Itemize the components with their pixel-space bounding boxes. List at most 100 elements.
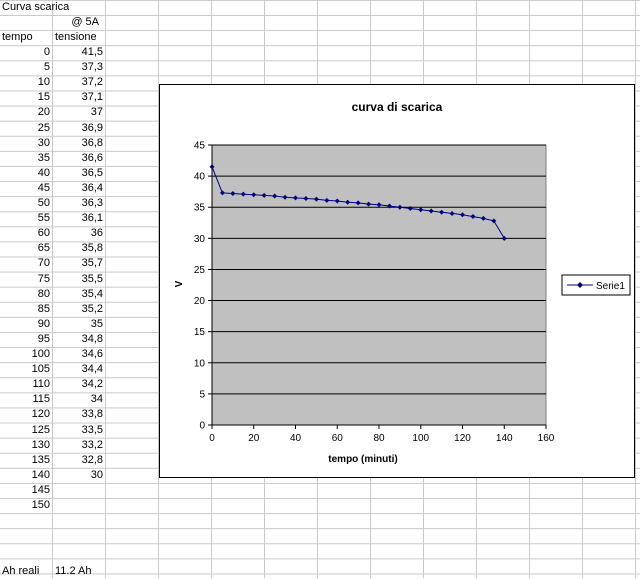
- voltage-cell[interactable]: 33,8: [81, 408, 103, 421]
- time-cell[interactable]: 140: [31, 468, 50, 481]
- time-cell[interactable]: 65: [37, 242, 50, 255]
- voltage-cell[interactable]: 34,4: [81, 363, 103, 376]
- voltage-cell[interactable]: 37: [90, 106, 103, 119]
- time-cell[interactable]: 70: [37, 257, 50, 270]
- time-cell[interactable]: 20: [37, 106, 50, 119]
- sheet-title[interactable]: Curva scarica: [2, 1, 70, 13]
- chart-object[interactable]: curva di scarica 0 5 10 15 20 25 30 35 40 45 0 20 40…: [159, 84, 635, 478]
- voltage-cell[interactable]: 35,4: [81, 287, 103, 300]
- voltage-cell[interactable]: 37,3: [81, 61, 103, 74]
- time-cell[interactable]: 100: [31, 348, 50, 360]
- voltage-column-header[interactable]: tensione: [55, 31, 97, 43]
- y-tick-label: 25: [194, 265, 206, 276]
- data-point: [460, 212, 465, 218]
- time-cell[interactable]: 15: [37, 91, 50, 104]
- time-cell[interactable]: 145: [31, 483, 50, 496]
- time-cell[interactable]: 40: [37, 166, 50, 179]
- data-point: [418, 207, 424, 213]
- current-label[interactable]: @ 5A: [71, 16, 99, 28]
- voltage-cell[interactable]: 35,5: [81, 272, 103, 285]
- voltage-cell[interactable]: [53, 483, 103, 498]
- y-tick-label: 30: [194, 234, 206, 245]
- voltage-cell[interactable]: 36,9: [81, 121, 103, 134]
- data-point: [470, 214, 476, 220]
- data-point: [491, 218, 497, 224]
- y-tick-label: 15: [194, 327, 206, 338]
- legend-series-name: Serie1: [596, 281, 625, 292]
- voltage-cell[interactable]: 32,8: [81, 453, 103, 466]
- time-cell[interactable]: 85: [37, 302, 50, 315]
- voltage-cell[interactable]: 37,1: [81, 91, 103, 104]
- time-cell[interactable]: 60: [37, 227, 50, 240]
- data-point: [439, 209, 445, 215]
- data-point: [449, 210, 455, 216]
- data-point: [282, 194, 288, 200]
- time-cell[interactable]: 105: [31, 363, 50, 376]
- data-point: [261, 192, 267, 198]
- voltage-cell[interactable]: 36: [90, 227, 103, 240]
- time-cell[interactable]: 130: [31, 438, 50, 451]
- voltage-cell[interactable]: 30: [90, 468, 103, 481]
- voltage-cell[interactable]: 35: [90, 317, 103, 330]
- y-tick-label: 20: [194, 296, 206, 307]
- x-tick-label: 160: [538, 433, 555, 444]
- x-tick-label: 40: [290, 433, 302, 444]
- time-cell[interactable]: 35: [37, 151, 50, 164]
- data-point: [366, 201, 372, 207]
- data-point: [303, 196, 309, 202]
- x-tick-label: 100: [412, 433, 429, 444]
- time-cell[interactable]: 30: [37, 136, 50, 149]
- voltage-cell[interactable]: 36,1: [81, 212, 103, 225]
- time-cell[interactable]: 95: [37, 332, 50, 345]
- voltage-cell[interactable]: 36,5: [81, 166, 103, 179]
- data-point: [272, 193, 278, 199]
- voltage-cell[interactable]: 33,5: [81, 423, 103, 436]
- footer-value[interactable]: 11.2 Ah: [55, 565, 92, 577]
- data-point: [230, 191, 236, 197]
- voltage-cell[interactable]: 36,4: [81, 181, 103, 194]
- time-cell[interactable]: 115: [32, 393, 50, 406]
- time-cell[interactable]: 0: [43, 46, 50, 58]
- voltage-cell[interactable]: 36,6: [81, 151, 103, 164]
- footer-label[interactable]: Ah reali: [2, 565, 40, 577]
- voltage-cell[interactable]: 34,6: [81, 348, 103, 360]
- voltage-cell[interactable]: 34: [90, 393, 103, 406]
- time-cell[interactable]: 120: [31, 408, 50, 421]
- data-point: [324, 197, 330, 203]
- x-tick-label: 20: [248, 433, 260, 444]
- data-point: [219, 190, 225, 196]
- voltage-cell[interactable]: 35,2: [81, 302, 103, 315]
- time-cell[interactable]: 75: [37, 272, 50, 285]
- time-cell[interactable]: 45: [37, 181, 50, 194]
- time-cell[interactable]: 50: [37, 197, 50, 209]
- time-cell[interactable]: 5: [43, 61, 50, 74]
- time-cell[interactable]: 55: [37, 212, 50, 225]
- time-cell[interactable]: 150: [31, 499, 50, 511]
- data-point: [355, 200, 361, 206]
- voltage-cell[interactable]: 33,2: [81, 438, 103, 451]
- time-cell[interactable]: 125: [31, 423, 50, 436]
- voltage-cell[interactable]: 35,8: [81, 242, 103, 255]
- y-tick-label: 10: [194, 358, 206, 369]
- voltage-cell[interactable]: 37,2: [81, 76, 103, 89]
- data-point: [313, 196, 319, 202]
- y-tick-label: 40: [194, 172, 206, 183]
- time-column-header[interactable]: tempo: [2, 31, 33, 43]
- data-point: [428, 208, 434, 214]
- time-cell[interactable]: 135: [31, 453, 50, 466]
- voltage-cell[interactable]: 41,5: [81, 46, 103, 58]
- legend-marker: [577, 282, 583, 288]
- voltage-cell[interactable]: 35,7: [81, 257, 103, 270]
- time-cell[interactable]: 80: [37, 287, 50, 300]
- voltage-cell[interactable]: 34,2: [81, 378, 103, 391]
- voltage-cell[interactable]: 34,8: [81, 332, 103, 345]
- time-cell[interactable]: 10: [37, 76, 50, 89]
- voltage-cell[interactable]: 36,8: [81, 136, 103, 149]
- time-cell[interactable]: 110: [32, 378, 50, 391]
- legend-box: [561, 274, 631, 296]
- time-cell[interactable]: 90: [37, 317, 50, 330]
- time-cell[interactable]: 25: [37, 121, 50, 134]
- voltage-cell[interactable]: 36,3: [81, 197, 103, 209]
- y-tick-label: 45: [194, 141, 206, 152]
- voltage-cell[interactable]: [53, 498, 103, 513]
